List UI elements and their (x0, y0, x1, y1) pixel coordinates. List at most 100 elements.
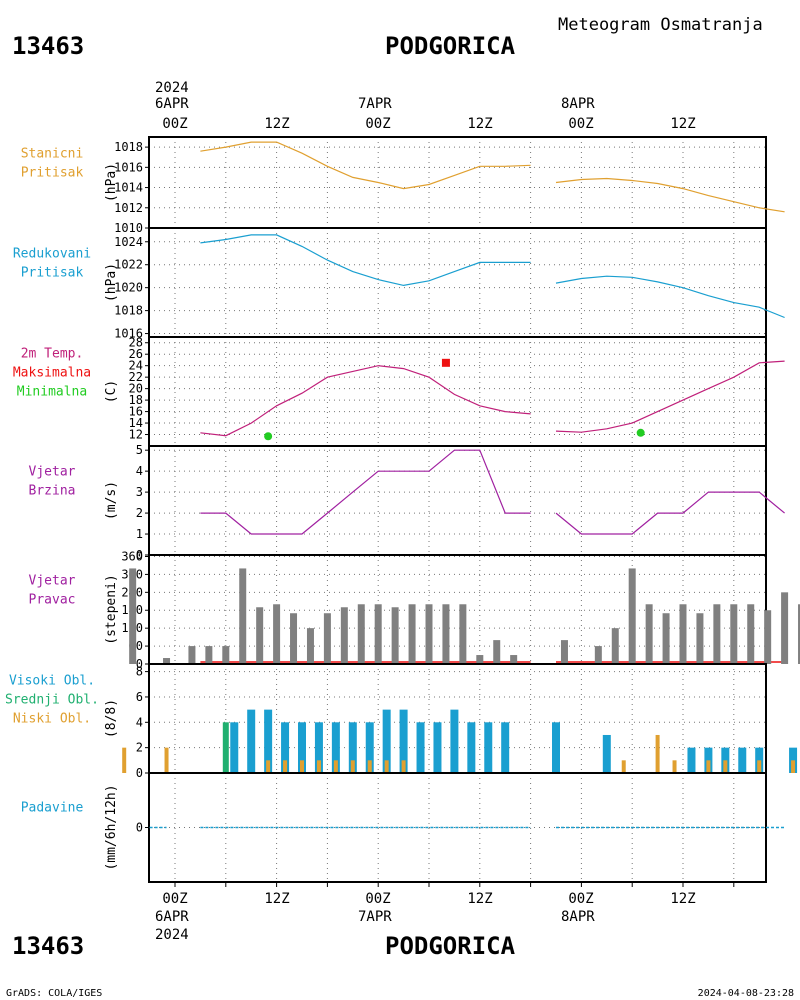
cloud-bar (331, 722, 340, 773)
cloud-bar (367, 760, 372, 773)
wind-direction-bar (611, 628, 619, 664)
y-tick-label: 26 (129, 347, 143, 361)
bottom-hour-label-6: 12Z (670, 891, 695, 907)
y-tick-label: 24 (129, 359, 143, 373)
wind-direction-bar (713, 604, 721, 664)
wind-direction-bar (679, 604, 687, 664)
panel-station_pressure: 1010 1012 1014 1016 1018 (hPa) Stanicni Pritisa… (21, 136, 785, 235)
cloud-bar (300, 760, 304, 773)
wind-direction-bar (425, 604, 433, 664)
cloud-bar (222, 722, 229, 773)
cloud-bar (450, 709, 459, 773)
panel-reduced_pressure: 1016 1018 1020 1022 1024 (hPa) Redukovani Priti… (13, 227, 785, 341)
cloud-bar (314, 722, 323, 773)
wind-direction-bar (645, 604, 653, 664)
cloud-bar (757, 760, 762, 773)
panel-label: Maksimalna (13, 366, 91, 381)
series-line (555, 491, 785, 535)
top-hour-label-2: 12Z (264, 116, 289, 132)
bottom-day-label-1: 6APR (155, 909, 189, 925)
wind-direction-bar (747, 604, 755, 664)
wind-direction-bar (594, 646, 602, 664)
wind-direction-bar (205, 646, 213, 664)
wind-direction-bar (730, 604, 738, 664)
y-tick-label: 1024 (114, 235, 143, 249)
series-line (200, 234, 531, 287)
wind-direction-bar (442, 604, 450, 664)
cloud-bar (350, 760, 355, 773)
top-day-label-3: 8APR (561, 96, 595, 112)
station-id-top: 13463 (12, 32, 84, 60)
panel-label: Redukovani (13, 247, 91, 262)
wind-direction-bar (129, 568, 137, 664)
wind-direction-bar (510, 655, 518, 664)
y-tick-label: 18 (129, 393, 143, 407)
wind-direction-bar (798, 604, 800, 664)
cloud-bar (416, 722, 425, 773)
y-tick-label: 3 (136, 485, 143, 499)
y-tick-label: 1012 (114, 201, 143, 215)
series-line (200, 449, 531, 535)
y-tick-label: 1010 (114, 221, 143, 235)
y-tick-label: 0 (136, 657, 143, 671)
cloud-bar (348, 722, 357, 773)
y-tick-label: 1014 (114, 181, 143, 195)
panel-frame (148, 136, 767, 229)
cloud-bar (602, 734, 611, 773)
bottom-hour-label-2: 12Z (264, 891, 289, 907)
y-tick-label: 4 (136, 464, 143, 478)
panel-label: Niski Obl. (13, 712, 91, 727)
wind-direction-bar (163, 658, 171, 664)
cloud-bar (433, 722, 442, 773)
y-tick-label: 1020 (114, 281, 143, 295)
cloud-bar (281, 722, 290, 773)
station-id-bottom: 13463 (12, 932, 84, 960)
station-name-top: PODGORICA (385, 32, 516, 60)
y-tick-label: 1022 (114, 258, 143, 272)
footer-credit: GrADS: COLA/IGES (6, 988, 102, 999)
series-line (555, 177, 785, 213)
cloud-bar (384, 760, 389, 773)
y-axis-label: (hPa) (104, 263, 119, 302)
station-name-bottom: PODGORICA (385, 932, 516, 960)
panel-label: Vjetar (29, 465, 76, 480)
panels: 10101012101410161018(hPa)StanicniPritisa… (5, 136, 800, 887)
y-tick-label: 1 (136, 527, 143, 541)
cloud-bar (316, 760, 321, 773)
y-axis-label: (stepeni) (104, 574, 119, 644)
panel-label: Pritisak (21, 166, 84, 181)
y-tick-label: 6 (136, 690, 143, 704)
footer-timestamp: 2024-04-08-23:28 (698, 988, 794, 999)
cloud-bar (298, 722, 306, 773)
y-tick-label: 28 (129, 336, 143, 350)
panel-label: Padavine (21, 801, 84, 816)
panel-cloud_cover: 0 2 4 6 8 (8/8) Visoki Obl. Srednji Obl. Niski O… (5, 663, 798, 780)
wind-direction-bar (323, 613, 331, 664)
cloud-bar (552, 722, 560, 773)
top-hour-label-4: 12Z (467, 116, 492, 132)
cloud-bar (687, 747, 696, 773)
panel-label: Vjetar (29, 574, 76, 589)
panel-label: Srednji Obl. (5, 693, 99, 708)
wind-direction-bar (781, 592, 789, 664)
y-axis-label: (mm/6h/12h) (104, 784, 119, 870)
cloud-bar (501, 722, 510, 773)
y-tick-label: 1016 (114, 160, 143, 174)
cloud-bar (706, 760, 711, 773)
panel-label: Pravac (29, 593, 76, 608)
top-hour-label-6: 12Z (670, 116, 695, 132)
cloud-bar (738, 747, 747, 773)
wind-direction-bar (357, 604, 365, 664)
cloud-bar (621, 760, 626, 773)
bottom-hour-label-1: 00Z (162, 891, 187, 907)
chart-subtitle: Meteogram Osmatranja (558, 15, 763, 35)
cloud-bar (365, 722, 374, 773)
y-tick-label: 1018 (114, 304, 143, 318)
bottom-year-label: 2024 (155, 927, 189, 943)
wind-direction-bar (290, 613, 298, 664)
top-hour-label-1: 00Z (162, 116, 187, 132)
y-tick-label: 16 (129, 405, 143, 419)
cloud-bar (264, 709, 273, 773)
cloud-bar (484, 722, 493, 773)
cloud-bar (247, 709, 256, 773)
